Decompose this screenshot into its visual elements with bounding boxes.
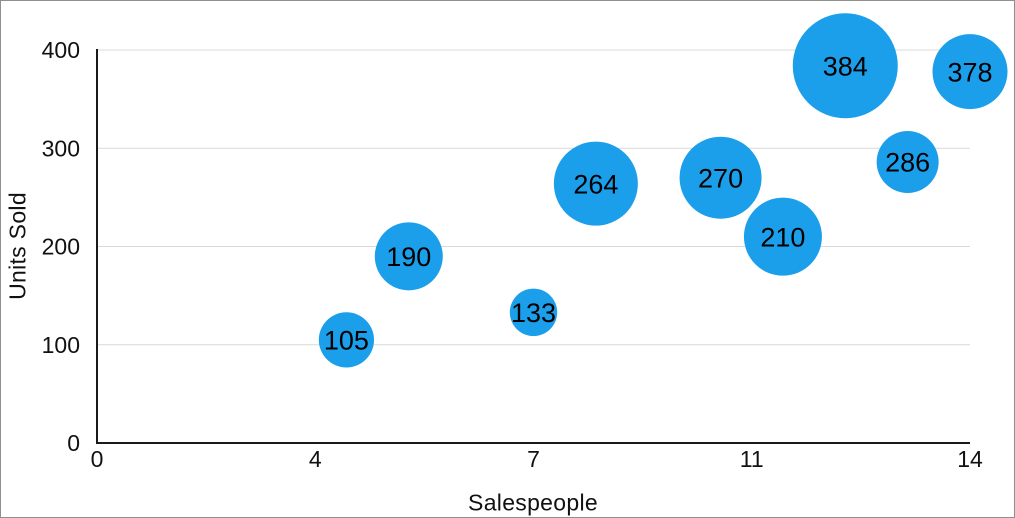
x-tick-label-4: 4 (309, 446, 322, 472)
bubble-label-133: 133 (511, 298, 556, 328)
x-axis-title: Salespeople (468, 489, 598, 516)
bubble-286 (876, 131, 939, 194)
y-tick-label-200: 200 (42, 234, 80, 260)
y-tick-label-0: 0 (67, 430, 80, 456)
y-tick-label-100: 100 (42, 332, 80, 358)
bubble-384 (792, 13, 898, 119)
bubble-190 (374, 222, 443, 291)
bubble-label-210: 210 (760, 222, 805, 252)
bubble-label-105: 105 (324, 326, 369, 356)
y-axis-title: Units Sold (4, 192, 31, 300)
x-tick-label-0: 0 (91, 446, 104, 472)
y-tick-label-300: 300 (42, 135, 80, 161)
bubble-210 (743, 197, 822, 276)
x-tick-label-7: 7 (527, 446, 540, 472)
bubble-378 (932, 34, 1008, 110)
bubble-133 (509, 288, 558, 337)
bubble-label-384: 384 (823, 51, 868, 81)
bubble-105 (318, 312, 375, 368)
bubble-270 (679, 136, 762, 219)
bubble-label-378: 378 (947, 57, 992, 87)
bubble-label-270: 270 (698, 163, 743, 193)
bubble-label-190: 190 (386, 242, 431, 272)
bubble-label-286: 286 (885, 148, 930, 178)
bubble-264 (553, 141, 638, 226)
x-tick-label-14: 14 (957, 446, 983, 472)
x-tick-label-11: 11 (740, 446, 764, 472)
y-tick-label-400: 400 (42, 37, 80, 63)
bubble-label-264: 264 (573, 169, 618, 199)
